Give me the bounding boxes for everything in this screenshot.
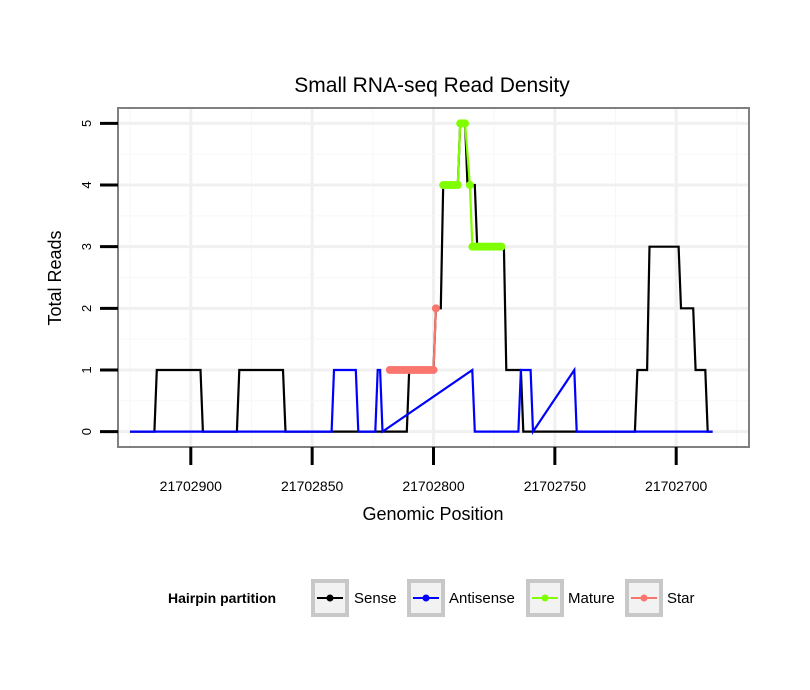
- x-tick-label: 21702750: [524, 478, 587, 494]
- y-tick-label: 4: [79, 181, 94, 188]
- chart-title: Small RNA-seq Read Density: [294, 74, 570, 97]
- data-point-mature: [461, 119, 470, 128]
- legend-item-mature: Mature: [526, 579, 615, 617]
- y-axis: 0 1 2 3 4 5: [79, 120, 118, 435]
- series-layer: [130, 119, 713, 436]
- data-point-star: [429, 365, 438, 374]
- x-tick-label: 21702700: [645, 478, 708, 494]
- y-axis-label: Total Reads: [45, 230, 65, 325]
- legend-key-point: [640, 594, 648, 602]
- legend-key-point: [326, 594, 334, 602]
- data-point-star: [431, 304, 440, 313]
- grid-lines: [118, 108, 749, 447]
- data-point-mature: [453, 181, 462, 190]
- legend-label: Antisense: [449, 590, 515, 607]
- legend-title: Hairpin partition: [168, 590, 276, 606]
- legend-label: Star: [667, 590, 695, 607]
- x-axis-label: Genomic Position: [362, 504, 503, 524]
- series-segment-mature: [468, 185, 474, 247]
- data-point-mature: [497, 242, 506, 251]
- y-tick-label: 1: [79, 366, 94, 373]
- data-point-mature: [465, 181, 474, 190]
- legend-label: Sense: [354, 590, 397, 607]
- y-tick-label: 5: [79, 120, 94, 127]
- legend: Hairpin partition Sense Antisense Mature St…: [168, 579, 695, 617]
- y-tick-label: 3: [79, 243, 94, 250]
- x-tick-label: 21702800: [402, 478, 465, 494]
- y-tick-label: 2: [79, 305, 94, 312]
- x-tick-label: 21702900: [160, 478, 223, 494]
- series-segment-mature: [463, 123, 472, 186]
- legend-key-point: [422, 594, 430, 602]
- legend-item-star: Star: [625, 579, 695, 617]
- y-tick-label: 0: [79, 428, 94, 435]
- series-line-antisense: [130, 366, 713, 436]
- x-tick-label: 21702850: [281, 478, 344, 494]
- legend-label: Mature: [568, 590, 615, 607]
- legend-item-antisense: Antisense: [407, 579, 515, 617]
- series-segment-star: [432, 308, 438, 370]
- legend-key-point: [541, 594, 549, 602]
- series-segment-mature: [456, 123, 462, 186]
- legend-item-sense: Sense: [311, 579, 397, 617]
- x-axis: 21702900 21702850 21702800 21702750 21702700: [160, 447, 708, 494]
